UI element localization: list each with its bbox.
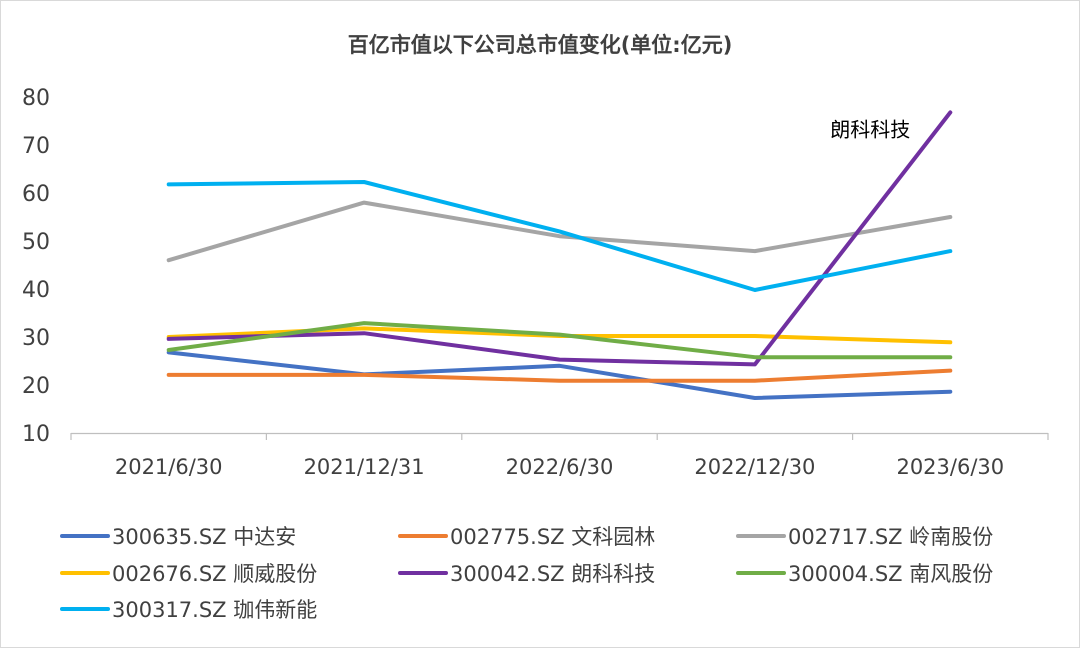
annotations: 朗科科技 (830, 117, 910, 141)
y-tick-label: 10 (22, 422, 50, 447)
legend-label: 300635.SZ 中达安 (112, 525, 296, 549)
legend-label: 002775.SZ 文科园林 (450, 525, 655, 549)
legend-label: 300317.SZ 珈伟新能 (112, 598, 317, 622)
series-2 (166, 368, 953, 383)
legend: 300635.SZ 中达安 002775.SZ 文科园林 002717.SZ 岭南股… (60, 525, 993, 622)
series-7 (166, 180, 953, 292)
legend-label: 300004.SZ 南风股份 (788, 562, 993, 586)
annotation-label: 朗科科技 (830, 117, 910, 141)
y-tick-label: 70 (22, 134, 50, 159)
legend-item: 300635.SZ 中达安 (60, 525, 296, 549)
legend-label: 002676.SZ 顺威股份 (112, 562, 317, 586)
legend-item: 002676.SZ 顺威股份 (60, 562, 317, 586)
y-tick-label: 50 (22, 230, 50, 255)
legend-item: 002717.SZ 岭南股份 (736, 525, 993, 549)
y-tick-label: 60 (22, 182, 50, 207)
series-3 (166, 200, 953, 263)
y-tick-label: 30 (22, 326, 50, 351)
y-tick-label: 40 (22, 278, 50, 303)
x-tick-label: 2021/12/31 (304, 455, 425, 479)
x-tick-label: 2021/6/30 (115, 455, 223, 479)
x-tick-label: 2022/12/30 (694, 455, 815, 479)
series-5 (166, 110, 953, 367)
x-tick-label: 2023/6/30 (896, 455, 1004, 479)
legend-item: 002775.SZ 文科园林 (398, 525, 655, 549)
series-6 (166, 321, 953, 360)
chart-title: 百亿市值以下公司总市值变化(单位:亿元) (348, 33, 733, 57)
legend-item: 300004.SZ 南风股份 (736, 562, 993, 586)
legend-item: 300317.SZ 珈伟新能 (60, 598, 317, 622)
legend-item: 300042.SZ 朗科科技 (398, 562, 655, 586)
series-lines (166, 110, 953, 400)
y-tick-label: 80 (22, 86, 50, 111)
x-axis: 2021/6/30 2021/12/31 2022/6/30 2022/12/30 20… (70, 433, 1049, 479)
y-tick-label: 20 (22, 374, 50, 399)
y-axis: 10 20 30 40 50 60 70 80 (22, 86, 50, 447)
legend-label: 300042.SZ 朗科科技 (450, 562, 655, 586)
legend-label: 002717.SZ 岭南股份 (788, 525, 993, 549)
x-tick-label: 2022/6/30 (506, 455, 614, 479)
